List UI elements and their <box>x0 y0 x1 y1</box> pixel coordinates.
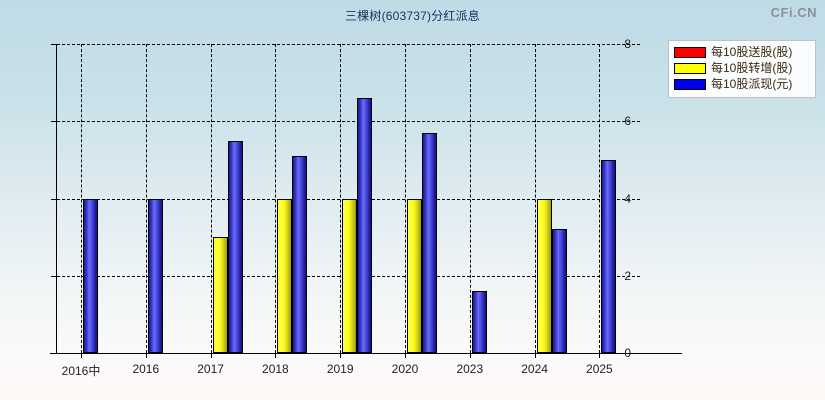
x-tick-mark <box>599 353 601 358</box>
y-tick-mark <box>51 275 57 277</box>
x-axis-label: 2020 <box>391 362 419 376</box>
legend-item-label: 每10股派现(元) <box>711 77 793 91</box>
group-divider <box>275 44 277 353</box>
legend-item[interactable]: 每10股送股(股) <box>674 45 810 60</box>
x-tick-mark <box>340 353 342 358</box>
bar <box>551 229 567 353</box>
site-watermark: CFi.CN <box>770 5 817 20</box>
x-axis-label: 2018 <box>262 362 289 376</box>
bar <box>292 156 308 353</box>
x-tick-mark <box>405 353 406 358</box>
y-axis-label: 4 <box>624 191 631 206</box>
plot-area: 0 2 4 6 8 2016中 2016 2017 2018 2019 2020 2023 2024 2… <box>50 37 682 378</box>
x-axis-label: 2016中 <box>61 364 101 378</box>
y-axis-label: 2 <box>624 268 631 283</box>
y-axis-label: 6 <box>624 114 631 129</box>
legend-color-swatch <box>674 63 706 74</box>
x-axis-label: 2016 <box>132 362 160 376</box>
x-axis-label: 2017 <box>197 362 224 376</box>
legend-item[interactable]: 每10股派现(元) <box>674 77 810 92</box>
x-tick-mark <box>210 353 212 358</box>
bar <box>342 198 358 353</box>
x-tick-mark <box>534 353 536 358</box>
bar <box>212 237 228 353</box>
x-axis-label: 2024 <box>521 362 548 376</box>
y-tick-mark <box>51 353 57 354</box>
group-divider <box>340 44 342 353</box>
bar <box>147 198 163 353</box>
x-axis-label: 2019 <box>326 362 354 376</box>
legend-item-label: 每10股转增(股) <box>711 61 793 75</box>
y-tick-mark <box>51 121 57 123</box>
group-divider <box>81 44 82 353</box>
bar <box>407 198 422 353</box>
gridline <box>57 121 640 123</box>
bar <box>601 159 617 353</box>
x-tick-mark <box>469 353 471 358</box>
legend: 每10股送股(股) 每10股转增(股) 每10股派现(元) <box>668 40 816 98</box>
group-divider <box>405 44 406 353</box>
group-divider <box>599 44 601 353</box>
bar <box>227 140 243 353</box>
x-axis-label: 2023 <box>456 362 484 376</box>
bar <box>357 98 373 353</box>
legend-color-swatch <box>674 47 706 58</box>
x-tick-mark <box>275 353 277 358</box>
legend-color-swatch <box>674 79 706 90</box>
page-title: 三棵树(603737)分红派息 <box>344 9 481 23</box>
group-divider <box>210 44 212 353</box>
x-tick-mark <box>81 353 82 358</box>
y-tick-mark <box>51 44 57 45</box>
group-divider <box>145 44 147 353</box>
group-divider <box>534 44 536 353</box>
group-divider <box>469 44 471 353</box>
gridline <box>57 44 640 45</box>
x-axis-line <box>50 353 682 354</box>
bar <box>536 198 552 353</box>
legend-item-label: 每10股送股(股) <box>711 45 793 59</box>
bar <box>422 132 437 353</box>
y-axis-label: 0 <box>624 346 631 360</box>
bar <box>83 198 98 353</box>
legend-item[interactable]: 每10股转增(股) <box>674 61 810 76</box>
y-tick-mark <box>51 198 57 200</box>
x-axis-label: 2025 <box>586 362 613 376</box>
y-axis-label: 8 <box>624 37 631 51</box>
bar <box>471 291 487 353</box>
bar <box>277 198 293 353</box>
x-tick-mark <box>145 353 147 358</box>
